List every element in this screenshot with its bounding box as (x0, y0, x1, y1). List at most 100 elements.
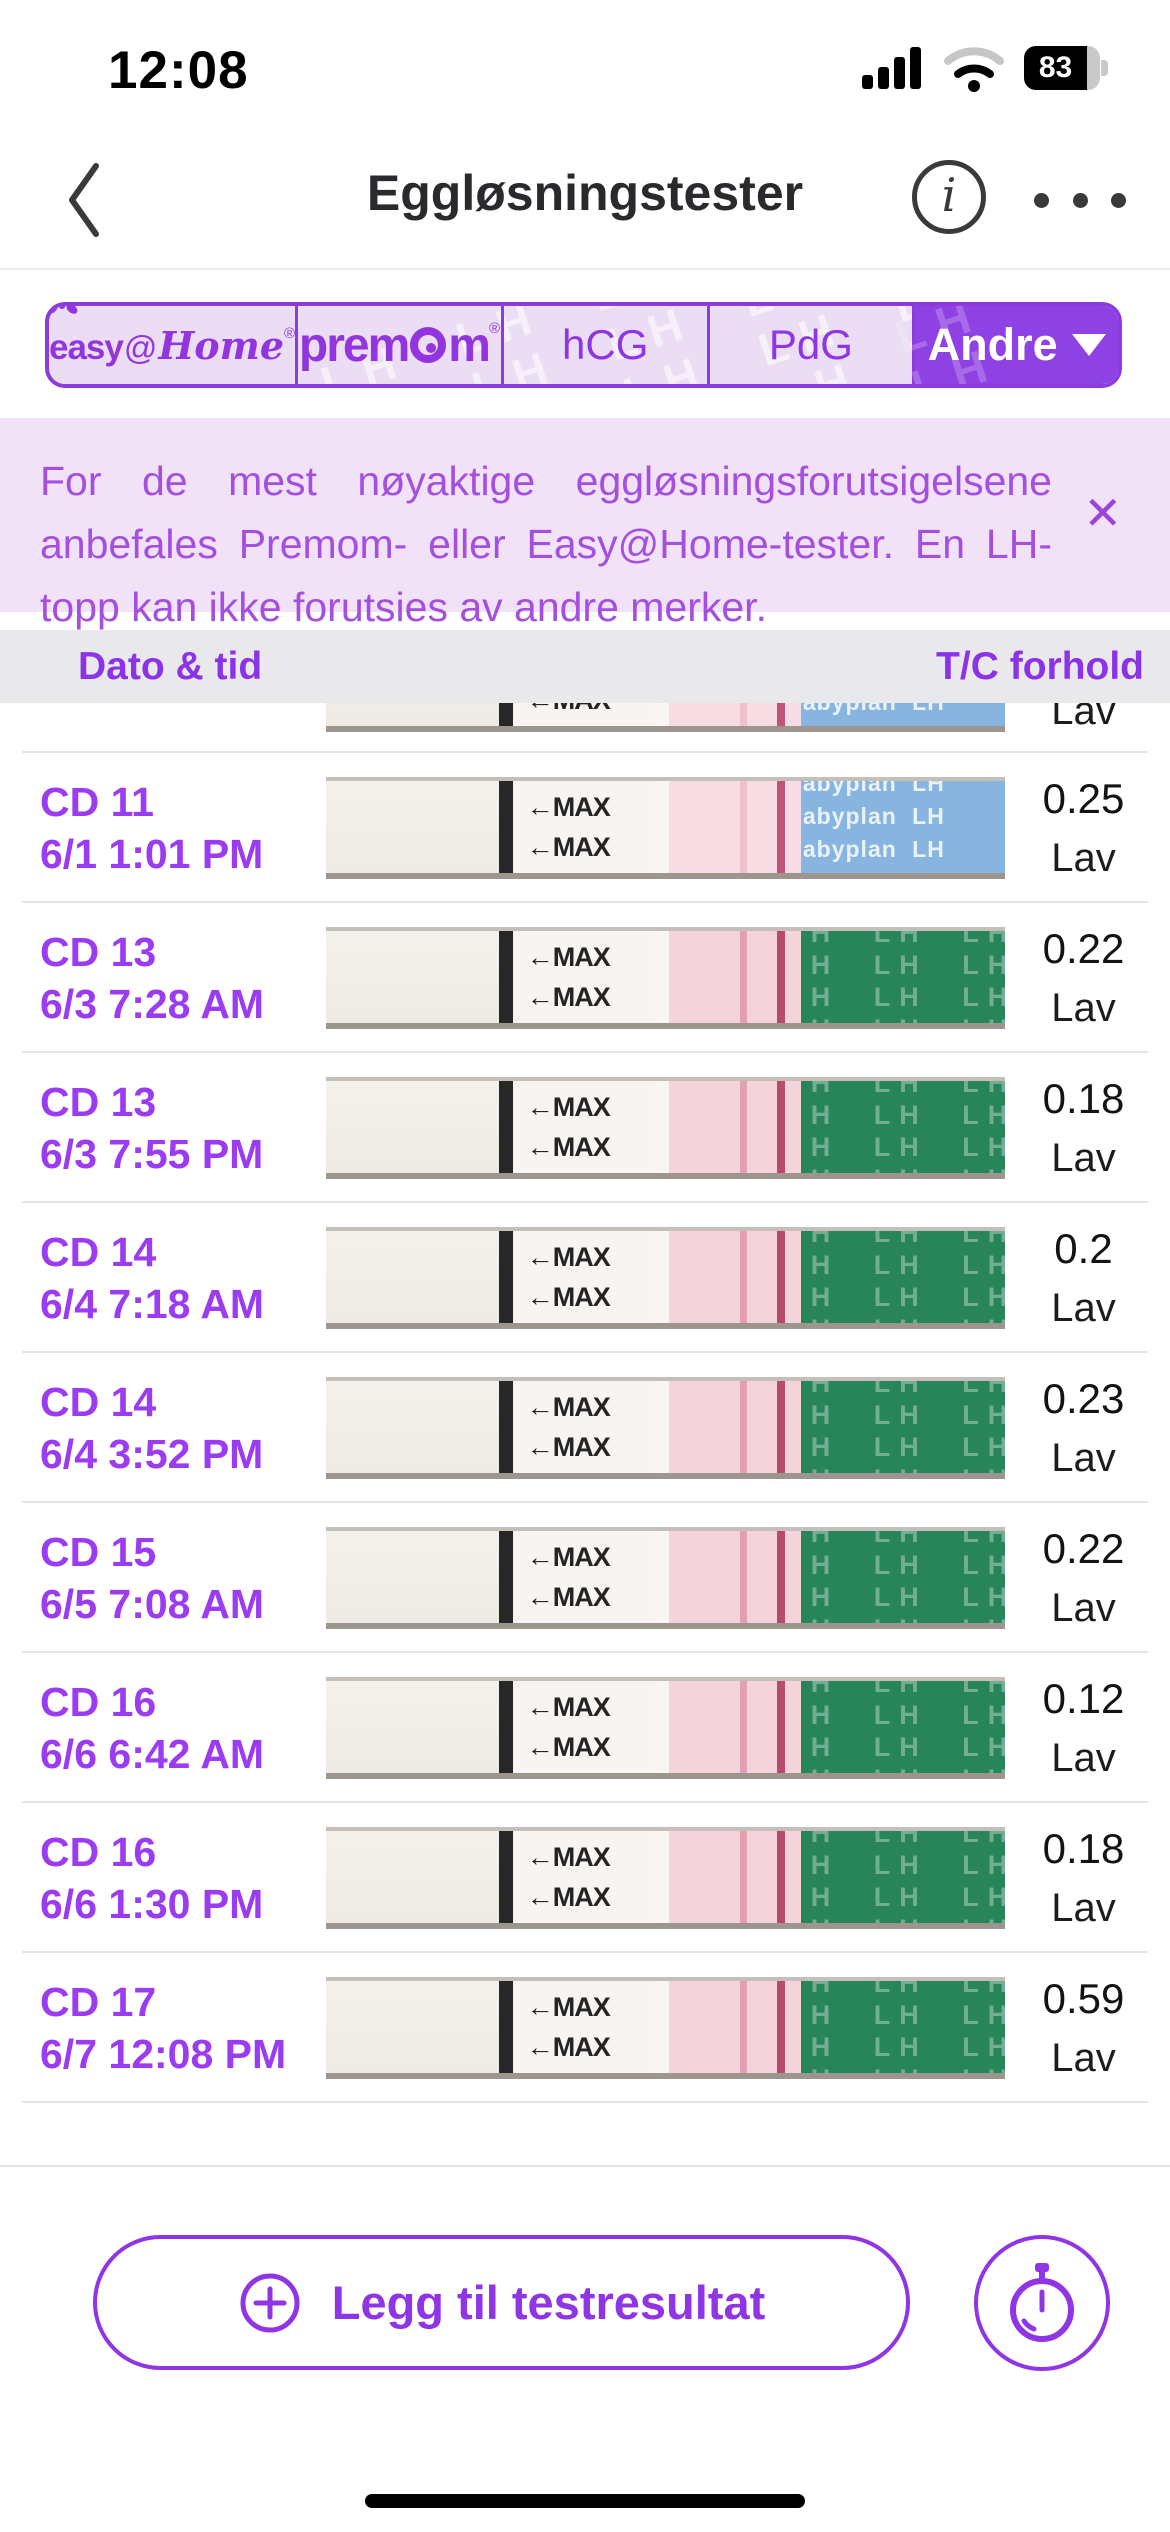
easyhome-logo: easy @ Home ® (49, 306, 295, 368)
row-date-label: 5/27 8:32 PM (40, 703, 326, 707)
strip-membrane (668, 781, 802, 873)
strip-max-label: ←MAX ←MAX (512, 703, 656, 726)
row-date-label: CD 17 6/7 12:08 PM (40, 1980, 326, 2076)
control-line (777, 1681, 786, 1773)
test-line (740, 1681, 748, 1773)
cycle-day: CD 16 (40, 1679, 157, 1725)
row-date-label: CD 14 6/4 3:52 PM (40, 1380, 326, 1476)
strip-watermark: LH LH LH LH LH LH LH LH LH LH LH LH LH L… (801, 931, 1005, 1023)
strip-max-line (499, 1681, 513, 1773)
cycle-day: CD 13 (40, 1079, 157, 1125)
row-date-label: CD 16 6/6 6:42 AM (40, 1680, 326, 1776)
strip-paper (326, 1381, 500, 1473)
partial-row-clipped[interactable]: 5/27 8:32 PM ←MAX ←MAX Babyplan LH Babyp… (0, 703, 1170, 753)
strip-watermark: LH LH LH LH LH LH LH LH LH LH LH LH LH L… (801, 1981, 1005, 2073)
test-result-row[interactable]: CD 15 6/5 7:08 AM ←MAX ←MAX LH LH LH LH … (0, 1503, 1170, 1653)
strip-membrane (668, 1081, 802, 1173)
tab-hcg[interactable]: hCG (500, 306, 707, 384)
row-ratio-value: 0.22 Lav (1005, 925, 1170, 1029)
test-strip-photo: ←MAX ←MAX Babyplan LH Babyplan LH Babypl… (326, 703, 1005, 732)
strip-handle: LH LH LH LH LH LH LH LH LH LH LH LH LH L… (801, 1081, 1005, 1173)
nav-header: Eggløsningstester i (0, 130, 1170, 270)
test-result-row[interactable]: CD 13 6/3 7:55 PM ←MAX ←MAX LH LH LH LH … (0, 1053, 1170, 1203)
tc-ratio-value: 0.59 (1042, 1975, 1125, 2022)
strip-max-label: ←MAX ←MAX (512, 1231, 656, 1323)
date-time: 6/1 1:01 PM (40, 831, 264, 877)
page-title: Eggløsningstester (366, 165, 804, 221)
cycle-day: CD 11 (40, 779, 154, 825)
back-button[interactable] (64, 158, 124, 242)
home-indicator (365, 2494, 805, 2508)
test-line (740, 703, 748, 726)
cycle-day: CD 14 (40, 1229, 157, 1275)
test-line (740, 1831, 748, 1923)
row-date-label: CD 13 6/3 7:28 AM (40, 930, 326, 1026)
row-ratio-value: 0.25 Lav (1005, 775, 1170, 879)
column-tc-ratio: T/C forhold (936, 644, 1144, 688)
test-result-row[interactable]: CD 14 6/4 7:18 AM ←MAX ←MAX LH LH LH LH … (0, 1203, 1170, 1353)
test-result-row[interactable]: CD 14 6/4 3:52 PM ←MAX ←MAX LH LH LH LH … (0, 1353, 1170, 1503)
tab-pdg[interactable]: PdG (706, 306, 913, 384)
timer-button[interactable] (974, 2235, 1110, 2371)
tab-andre[interactable]: LH LH LH LH LH LH LH LH LH LH LH LH LH L… (889, 306, 1118, 384)
battery-icon: 83 (1024, 46, 1108, 90)
cycle-day: CD 16 (40, 1829, 157, 1875)
strip-membrane (668, 1531, 802, 1623)
test-result-row[interactable]: CD 16 6/6 6:42 AM ←MAX ←MAX LH LH LH LH … (0, 1653, 1170, 1803)
test-result-row[interactable]: CD 11 6/1 1:01 PM ←MAX ←MAX Babyplan LH … (0, 753, 1170, 903)
strip-max-line (499, 1231, 513, 1323)
test-line (740, 1981, 748, 2073)
tab-easyhome[interactable]: easy @ Home ® (49, 306, 295, 384)
strip-max-label: ←MAX ←MAX (512, 1981, 656, 2073)
test-strip-photo: ←MAX ←MAX LH LH LH LH LH LH LH LH LH LH … (326, 1827, 1005, 1929)
test-result-row[interactable]: CD 16 6/6 1:30 PM ←MAX ←MAX LH LH LH LH … (0, 1803, 1170, 1953)
test-result-row[interactable]: 5/27 8:32 PM ←MAX ←MAX Babyplan LH Babyp… (0, 703, 1170, 753)
strip-watermark: LH LH LH LH LH LH LH LH LH LH LH LH LH L… (801, 1381, 1005, 1473)
control-line (777, 703, 786, 726)
more-options-button[interactable] (1034, 182, 1126, 218)
tab-premom[interactable]: prem m ® (295, 306, 501, 384)
row-ratio-value: 0.18 Lav (1005, 1078, 1170, 1180)
test-strip-photo: ←MAX ←MAX LH LH LH LH LH LH LH LH LH LH … (326, 1977, 1005, 2079)
back-chevron-icon (69, 163, 99, 237)
tc-ratio-value: 0.25 (1042, 775, 1125, 822)
row-ratio-value: Lav (1005, 703, 1170, 731)
strip-handle: LH LH LH LH LH LH LH LH LH LH LH LH LH L… (801, 1981, 1005, 2073)
test-line (740, 931, 748, 1023)
level-label: Lav (1051, 703, 1116, 733)
test-result-row[interactable]: CD 13 6/3 7:28 AM ←MAX ←MAX LH LH LH LH … (0, 903, 1170, 1053)
test-line (740, 1081, 748, 1173)
add-test-result-button[interactable]: Legg til testresultat (93, 2235, 910, 2370)
row-date-label: CD 14 6/4 7:18 AM (40, 1230, 326, 1326)
test-line (740, 1531, 748, 1623)
strip-max-line (499, 931, 513, 1023)
strip-max-label: ←MAX ←MAX (512, 1381, 656, 1473)
test-strip-photo: ←MAX ←MAX LH LH LH LH LH LH LH LH LH LH … (326, 1677, 1005, 1779)
test-strip-photo: ←MAX ←MAX LH LH LH LH LH LH LH LH LH LH … (326, 927, 1005, 1029)
close-icon[interactable]: ✕ (1083, 487, 1122, 539)
strip-membrane (668, 1981, 802, 2073)
row-date-label: CD 15 6/5 7:08 AM (40, 1530, 326, 1626)
strip-max-label: ←MAX ←MAX (512, 1681, 656, 1773)
strip-handle: LH LH LH LH LH LH LH LH LH LH LH LH LH L… (801, 1831, 1005, 1923)
strip-paper (326, 1981, 500, 2073)
test-result-row[interactable]: CD 17 6/7 12:08 PM ←MAX ←MAX LH LH LH LH… (0, 1953, 1170, 2103)
cellular-signal-icon (862, 47, 921, 89)
test-strip-photo: ←MAX ←MAX LH LH LH LH LH LH LH LH LH LH … (326, 1077, 1005, 1179)
strip-watermark: LH LH LH LH LH LH LH LH LH LH LH LH LH L… (801, 1681, 1005, 1773)
strip-paper (326, 1231, 500, 1323)
tc-ratio-value: 0.22 (1042, 925, 1125, 972)
level-label: Lav (1051, 1136, 1116, 1180)
strip-membrane (668, 1231, 802, 1323)
row-date-label: CD 13 6/3 7:55 PM (40, 1080, 326, 1176)
strip-paper (326, 1531, 500, 1623)
banner-text: For de mest nøyaktige eggløsningsforutsi… (40, 458, 1052, 630)
info-button[interactable]: i (912, 160, 986, 234)
level-label: Lav (1051, 1436, 1116, 1480)
stopwatch-icon (1010, 2263, 1074, 2342)
strip-watermark: LH LH LH LH LH LH LH LH LH LH LH LH LH L… (801, 1531, 1005, 1623)
control-line (777, 1081, 786, 1173)
cycle-day: CD 15 (40, 1529, 157, 1575)
strip-handle: Babyplan LH Babyplan LH Babyplan LH Baby… (801, 703, 1005, 726)
